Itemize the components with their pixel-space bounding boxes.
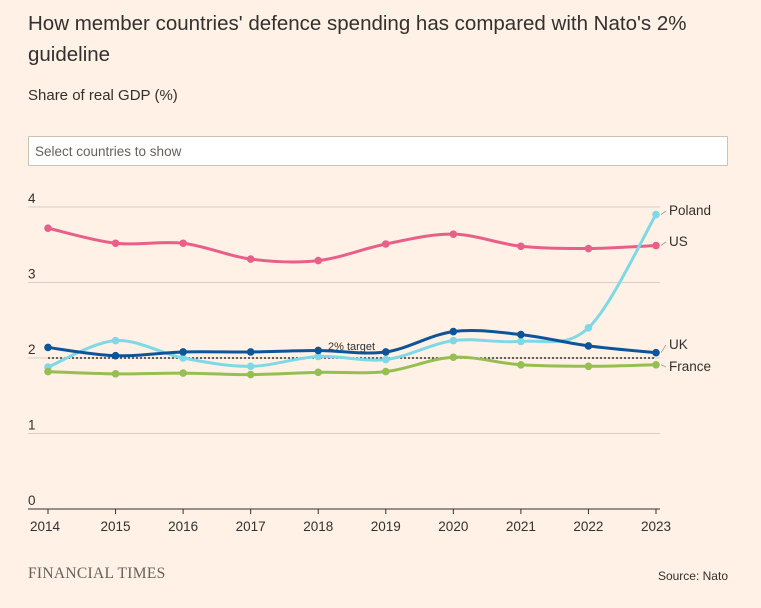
series-uk bbox=[44, 327, 660, 360]
data-point-poland bbox=[517, 337, 525, 346]
data-point-us bbox=[44, 224, 52, 232]
data-point-uk bbox=[314, 346, 323, 355]
label-layer: US Poland UK France 2% target bbox=[328, 203, 711, 374]
x-tick-label: 2016 bbox=[168, 519, 198, 534]
x-tick-label: 2023 bbox=[641, 519, 671, 534]
y-tick-label: 2 bbox=[28, 342, 36, 357]
data-point-poland bbox=[584, 324, 593, 332]
axis-layer: 0 1 2 3 4 2014 2015 2016 2017 2018 2019 2020 2021 202… bbox=[28, 191, 671, 534]
data-point-france bbox=[517, 360, 525, 369]
y-tick-label: 1 bbox=[28, 418, 36, 433]
series-label-us: US bbox=[669, 234, 688, 249]
x-tick-label: 2018 bbox=[303, 519, 333, 534]
line-chart: 0 1 2 3 4 2014 2015 2016 2017 2018 2019 2020 2021 202… bbox=[28, 191, 711, 534]
series-line-france bbox=[46, 355, 658, 377]
data-point-uk bbox=[381, 348, 390, 356]
x-tick-label: 2014 bbox=[30, 519, 61, 534]
data-point-france bbox=[381, 367, 390, 376]
chart-subtitle: Share of real GDP (%) bbox=[28, 87, 178, 104]
leader-line-france bbox=[660, 364, 667, 368]
y-tick-label: 4 bbox=[28, 191, 36, 206]
series-us bbox=[44, 224, 660, 265]
data-point-france bbox=[314, 368, 323, 377]
data-point-us bbox=[449, 230, 458, 238]
x-tick-label: 2019 bbox=[371, 519, 401, 534]
series-label-poland: Poland bbox=[669, 203, 711, 218]
x-tick-label: 2017 bbox=[236, 519, 266, 534]
data-point-france bbox=[652, 360, 660, 369]
data-point-uk bbox=[584, 342, 593, 350]
data-point-us bbox=[517, 242, 525, 251]
y-tick-label: 0 bbox=[28, 493, 36, 508]
series-layer bbox=[44, 210, 660, 379]
data-point-poland bbox=[381, 355, 390, 364]
country-select-input[interactable] bbox=[28, 136, 728, 166]
target-annotation: 2% target bbox=[328, 341, 375, 353]
financial-times-logo: FINANCIAL TIMES bbox=[28, 565, 166, 582]
series-label-uk: UK bbox=[669, 337, 688, 352]
data-point-us bbox=[246, 255, 255, 263]
leader-line-uk bbox=[660, 344, 667, 353]
data-point-uk bbox=[179, 348, 187, 356]
data-point-uk bbox=[111, 351, 120, 360]
data-point-uk bbox=[517, 330, 525, 339]
series-label-france: France bbox=[669, 359, 711, 374]
data-point-uk bbox=[44, 343, 52, 352]
data-point-us bbox=[381, 240, 390, 248]
data-point-france bbox=[246, 370, 255, 379]
data-point-poland bbox=[449, 336, 458, 345]
y-tick-label: 3 bbox=[28, 267, 36, 282]
page-title: How member countries' defence spending h… bbox=[28, 12, 687, 66]
leader-line-poland bbox=[660, 210, 667, 215]
data-point-poland bbox=[314, 352, 323, 361]
data-point-france bbox=[44, 367, 52, 376]
series-line-us bbox=[46, 226, 658, 264]
data-point-poland bbox=[652, 210, 660, 219]
x-tick-label: 2021 bbox=[506, 519, 536, 534]
data-point-france bbox=[449, 353, 458, 362]
data-point-poland bbox=[179, 354, 187, 362]
data-point-us bbox=[111, 239, 120, 248]
data-point-uk bbox=[652, 348, 660, 357]
data-point-poland bbox=[246, 362, 255, 371]
data-point-us bbox=[179, 239, 187, 248]
source-note: Source: Nato bbox=[657, 569, 728, 583]
data-point-uk bbox=[246, 348, 255, 356]
data-point-uk bbox=[449, 327, 458, 336]
x-tick-label: 2020 bbox=[438, 519, 468, 534]
leader-line-us bbox=[660, 241, 667, 246]
series-line-uk bbox=[46, 329, 658, 358]
x-tick-label: 2015 bbox=[101, 519, 131, 534]
data-point-us bbox=[314, 256, 323, 265]
x-tick-label: 2022 bbox=[573, 519, 603, 534]
series-france bbox=[44, 353, 660, 379]
data-point-france bbox=[584, 362, 593, 371]
data-point-us bbox=[584, 244, 593, 253]
series-poland bbox=[44, 210, 660, 371]
data-point-france bbox=[179, 369, 187, 377]
data-point-poland bbox=[111, 336, 120, 345]
data-point-france bbox=[111, 370, 120, 378]
series-line-poland bbox=[46, 213, 658, 369]
data-point-us bbox=[652, 241, 660, 250]
